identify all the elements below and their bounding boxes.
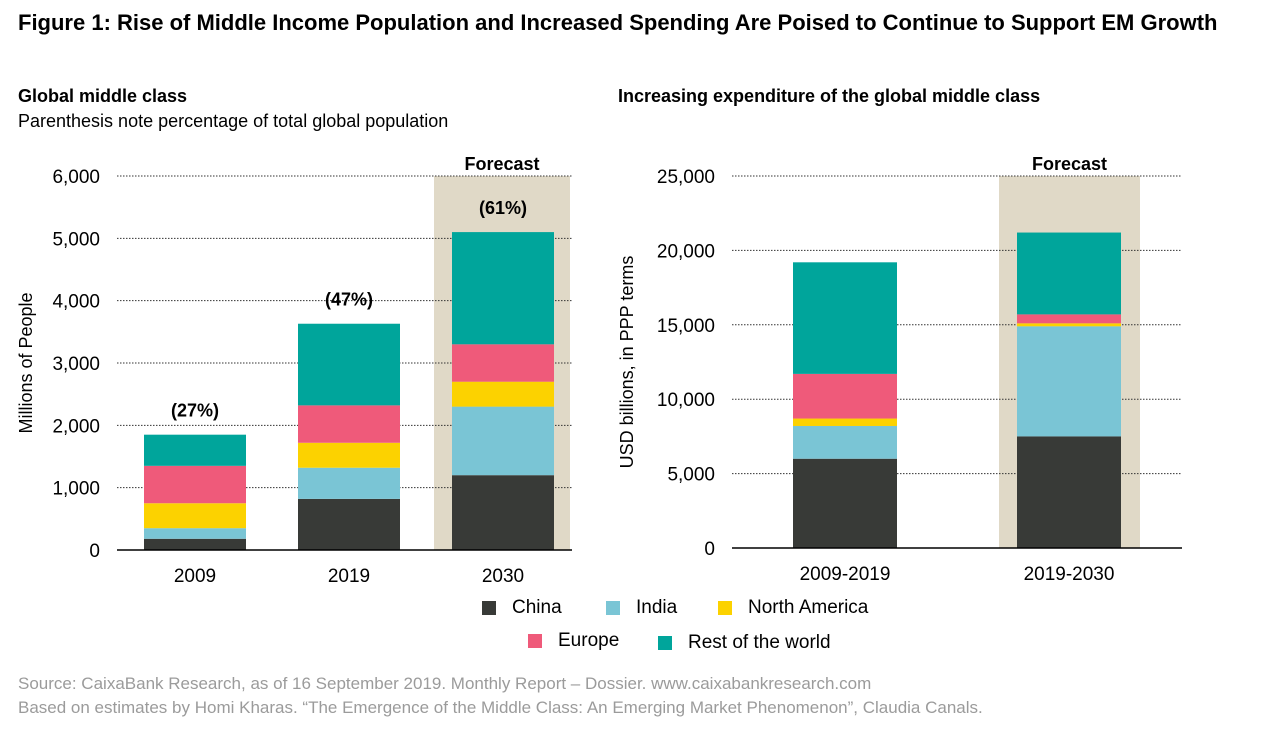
- legend-label-rest-of-world: Rest of the world: [688, 632, 831, 653]
- left-ytick-label: 6,000: [52, 167, 100, 188]
- left-bar-india-2009: [144, 528, 246, 539]
- left-xtick-label-2009: 2009: [174, 566, 216, 587]
- left-bar-india-2019: [298, 467, 400, 499]
- left-bar-rest-of-the-world-2030: [452, 232, 554, 345]
- left-bar-rest-of-the-world-2009: [144, 434, 246, 466]
- left-bar-label-2030: (61%): [479, 198, 527, 218]
- left-bar-china-2019: [298, 498, 400, 550]
- right-bar-china-2009-2019: [793, 458, 897, 548]
- legend-item-india: India: [606, 597, 677, 619]
- legend-swatch-europe: [528, 634, 542, 648]
- right-forecast-label: Forecast: [1032, 154, 1107, 174]
- left-xtick-label-2019: 2019: [328, 566, 370, 587]
- legend-label-india: India: [636, 597, 678, 618]
- right-bar-india-2019-2030: [1017, 326, 1121, 437]
- right-bar-china-2019-2030: [1017, 436, 1121, 548]
- legend-swatch-rest-of-world: [658, 636, 672, 650]
- left-bar-china-2030: [452, 475, 554, 550]
- legend-swatch-north-america: [718, 601, 732, 615]
- right-bar-india-2009-2019: [793, 425, 897, 459]
- legend-item-rest-of-world: Rest of the world: [658, 632, 831, 654]
- right-ytick-label: 25,000: [657, 167, 715, 188]
- right-ytick-label: 0: [704, 539, 715, 560]
- right-bar-rest-of-the-world-2019-2030: [1017, 232, 1121, 315]
- legend-label-china: China: [512, 597, 562, 618]
- figure-title: Figure 1: Rise of Middle Income Populati…: [18, 10, 1218, 35]
- left-ytick-label: 0: [89, 541, 100, 562]
- left-bar-india-2030: [452, 406, 554, 476]
- left-bar-north-america-2030: [452, 381, 554, 407]
- left-ytick-label: 1,000: [52, 479, 100, 500]
- right-bar-rest-of-the-world-2009-2019: [793, 262, 897, 374]
- left-y-axis-title: Millions of People: [16, 292, 36, 433]
- right-ytick-label: 10,000: [657, 390, 715, 411]
- right-ytick-label: 15,000: [657, 316, 715, 337]
- left-bar-europe-2030: [452, 344, 554, 382]
- legend-item-china: China: [482, 597, 562, 619]
- right-xtick-label-2009-2019: 2009-2019: [800, 564, 891, 585]
- legend-swatch-china: [482, 601, 496, 615]
- left-ytick-label: 5,000: [52, 229, 100, 250]
- source-line-1: Source: CaixaBank Research, as of 16 Sep…: [18, 674, 872, 693]
- left-ytick-label: 3,000: [52, 354, 100, 375]
- right-xtick-label-2019-2030: 2019-2030: [1024, 564, 1115, 585]
- right-bar-north-america-2019-2030: [1017, 323, 1121, 327]
- right-ytick-label: 20,000: [657, 241, 715, 262]
- right-bar-europe-2019-2030: [1017, 314, 1121, 324]
- left-bar-north-america-2009: [144, 503, 246, 529]
- left-bar-europe-2009: [144, 465, 246, 504]
- right-bar-north-america-2009-2019: [793, 418, 897, 426]
- legend-label-europe: Europe: [558, 630, 620, 651]
- left-bar-label-2019: (47%): [325, 290, 373, 310]
- right-y-axis-title: USD billions, in PPP terms: [617, 256, 637, 469]
- legend-item-europe: Europe: [528, 630, 619, 652]
- legend-item-north-america: North America: [718, 597, 868, 619]
- source-line-2: Based on estimates by Homi Kharas. “The …: [18, 698, 983, 717]
- left-bar-rest-of-the-world-2019: [298, 323, 400, 406]
- legend-swatch-india: [606, 601, 620, 615]
- left-ytick-label: 4,000: [52, 292, 100, 313]
- left-bar-label-2009: (27%): [171, 401, 219, 421]
- left-ytick-label: 2,000: [52, 416, 100, 437]
- left-bar-north-america-2019: [298, 442, 400, 468]
- right-chart-title: Increasing expenditure of the global mid…: [618, 86, 1041, 106]
- left-bar-europe-2019: [298, 405, 400, 443]
- right-bar-europe-2009-2019: [793, 373, 897, 419]
- left-forecast-label: Forecast: [464, 154, 539, 174]
- left-chart-title: Global middle class: [18, 86, 188, 106]
- legend-label-north-america: North America: [748, 597, 869, 618]
- left-bar-china-2009: [144, 538, 246, 550]
- left-xtick-label-2030: 2030: [482, 566, 524, 587]
- right-ytick-label: 5,000: [667, 465, 715, 486]
- left-chart-subtitle: Parenthesis note percentage of total glo…: [18, 111, 449, 131]
